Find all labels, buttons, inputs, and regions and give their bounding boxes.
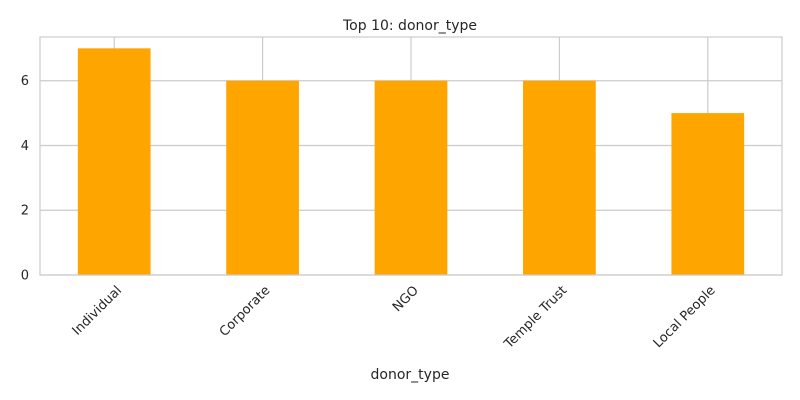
x-tick-label: Temple Trust — [501, 283, 570, 352]
chart-title: Top 10: donor_type — [342, 18, 477, 34]
bar — [671, 113, 745, 275]
y-tick-label: 4 — [21, 139, 29, 154]
bar — [374, 80, 448, 275]
bar — [523, 80, 596, 275]
y-tick-label: 2 — [21, 204, 29, 219]
bars — [77, 48, 745, 276]
x-tick-label: Individual — [70, 283, 125, 338]
x-tick-label: NGO — [390, 283, 422, 315]
bar — [77, 48, 151, 276]
x-tick-label: Corporate — [217, 283, 274, 340]
bar — [226, 80, 299, 275]
plot-frame — [39, 36, 783, 276]
y-tick-label: 6 — [21, 74, 29, 89]
x-tick-label: Local People — [651, 283, 719, 351]
x-axis-label: donor_type — [371, 367, 450, 383]
y-tick-label: 0 — [21, 269, 29, 284]
x-axis-ticks: Individual Corporate NGO Temple Trust Local … — [70, 283, 719, 352]
y-axis-ticks: 0 2 4 6 — [21, 74, 29, 283]
